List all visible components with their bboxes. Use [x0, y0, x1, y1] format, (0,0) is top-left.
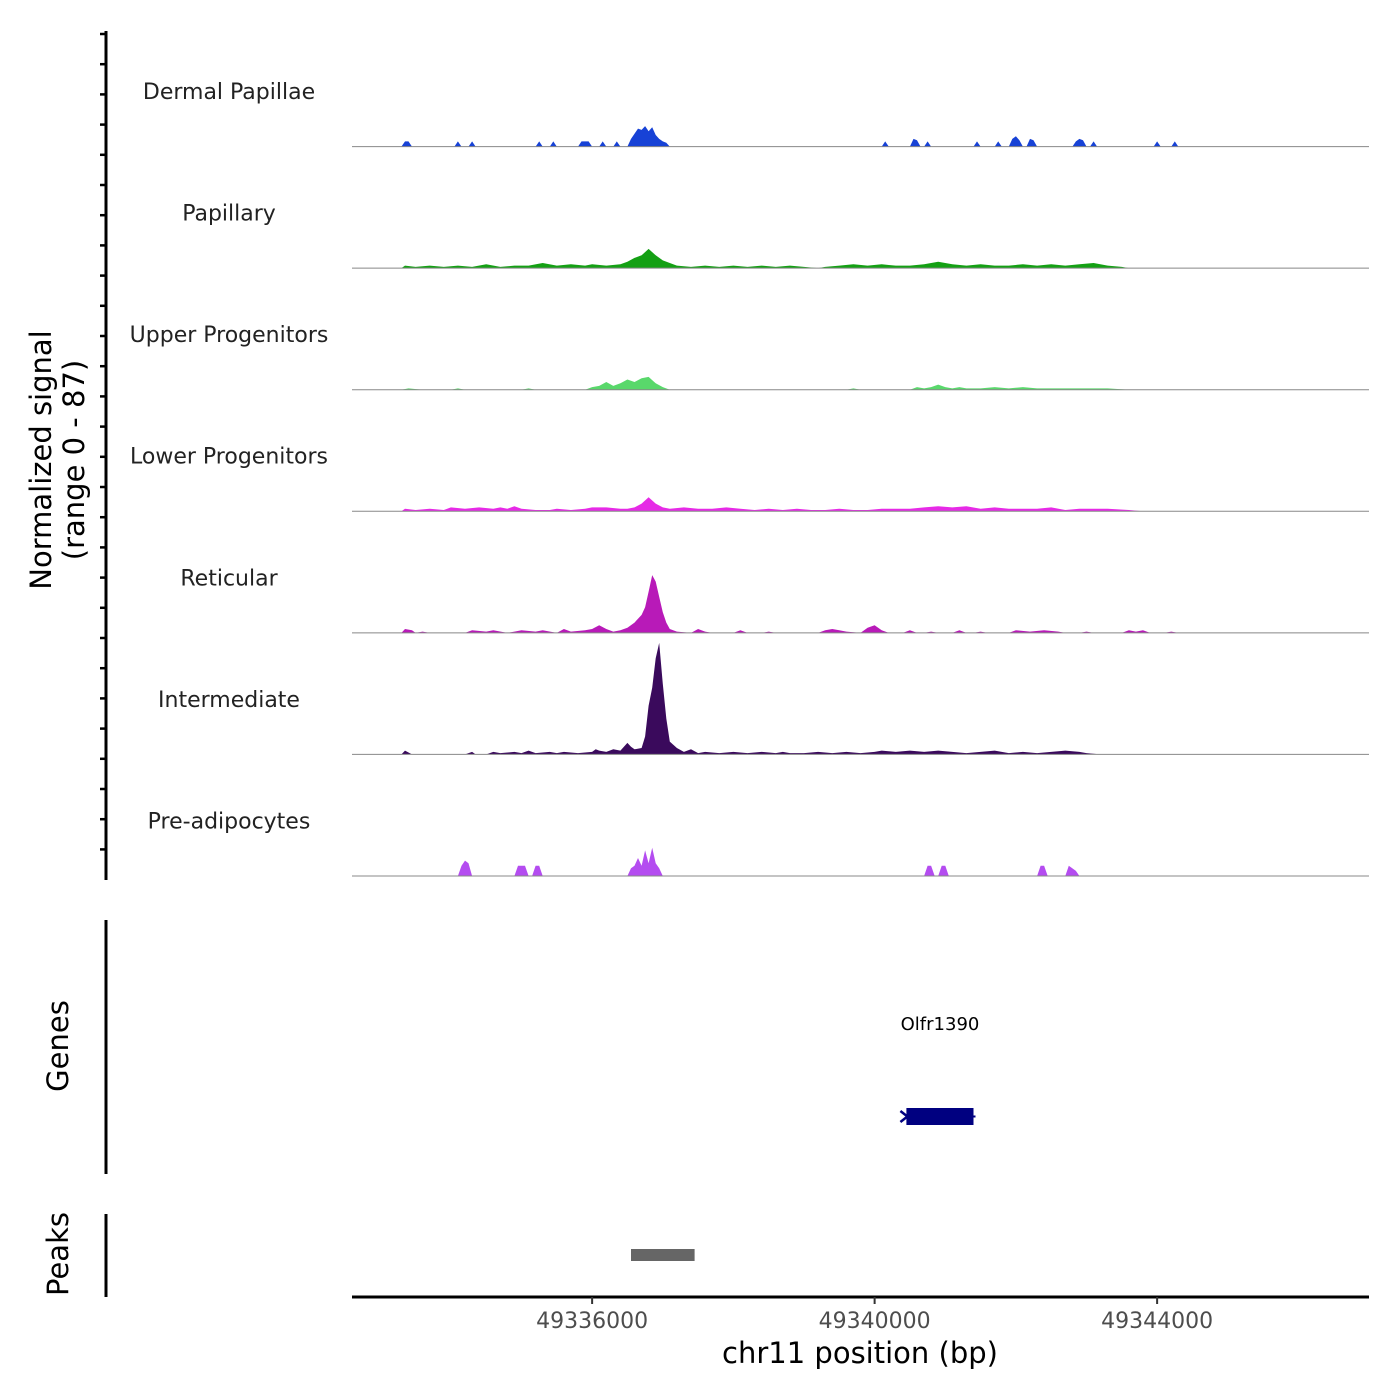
- track-papillary: Papillary: [182, 202, 1369, 269]
- track-reticular: Reticular: [180, 566, 1369, 634]
- x-axis-label: chr11 position (bp): [722, 1336, 998, 1370]
- gene-annotations: Olfr1390: [899, 1014, 980, 1125]
- track-intermediate: Intermediate: [158, 642, 1369, 755]
- peak-bar: [631, 1249, 695, 1261]
- track-label: Upper Progenitors: [130, 323, 329, 348]
- peaks-axis-label: Peaks: [41, 1212, 75, 1296]
- track-label: Papillary: [182, 202, 276, 227]
- track-lower-progenitors: Lower Progenitors: [130, 445, 1369, 512]
- coverage-area: [457, 847, 1080, 876]
- track-pre-adipocytes: Pre-adipocytes: [148, 809, 1369, 877]
- coverage-tracks: Dermal Papillae Papillary Upper Progenitor…: [130, 80, 1369, 877]
- x-tick-label: 49340000: [819, 1309, 931, 1334]
- y-axis-label-line1: Normalized signal: [24, 330, 58, 589]
- gene-strand-arrow: [899, 1110, 910, 1123]
- genes-axis-label: Genes: [41, 1000, 75, 1092]
- x-tick-label: 49336000: [536, 1309, 648, 1334]
- gene-label: Olfr1390: [901, 1014, 980, 1035]
- track-dermal-papillae: Dermal Papillae: [143, 80, 1369, 148]
- track-label: Dermal Papillae: [143, 80, 315, 105]
- x-tick-label: 49344000: [1101, 1309, 1213, 1334]
- track-label: Intermediate: [158, 688, 300, 713]
- coverage-area: [401, 376, 1129, 390]
- peak-annotations: [631, 1249, 695, 1261]
- track-upper-progenitors: Upper Progenitors: [130, 323, 1369, 391]
- gene-body: [906, 1108, 974, 1125]
- coverage-area: [401, 126, 1179, 147]
- coverage-area: [401, 642, 1101, 755]
- x-axis-ticks: 49336000 49340000 49344000: [536, 1297, 1213, 1334]
- coverage-area: [401, 248, 1129, 269]
- coverage-y-axis-ticks: [100, 32, 106, 851]
- coverage-area: [401, 497, 1143, 512]
- track-label: Reticular: [180, 566, 278, 591]
- y-axis-label-line2: (range 0 - 87): [57, 360, 91, 560]
- coverage-area: [401, 575, 1179, 633]
- track-label: Lower Progenitors: [130, 445, 328, 470]
- track-label: Pre-adipocytes: [148, 809, 311, 834]
